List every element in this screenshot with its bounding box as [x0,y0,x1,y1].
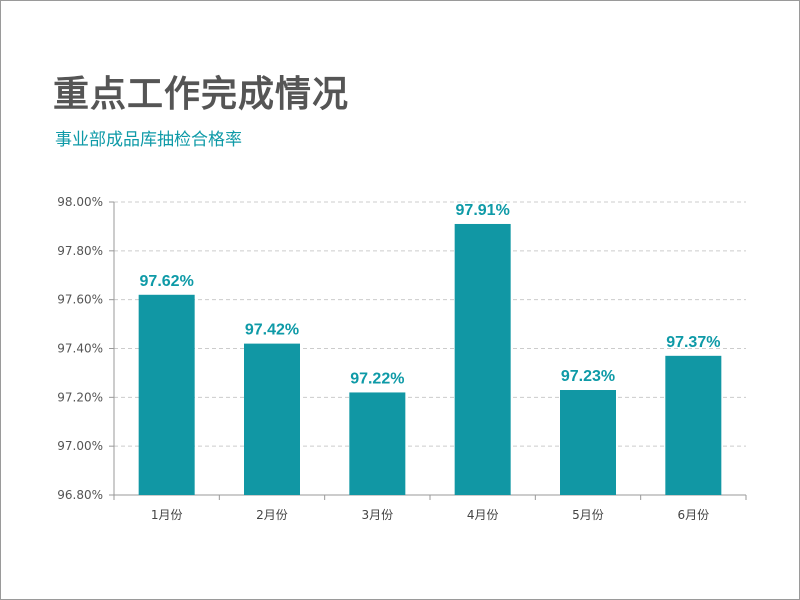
bars [138,223,722,495]
page-title: 重点工作完成情况 [53,74,350,115]
data-label-1: 97.62% [140,273,194,290]
bar-4 [454,223,511,495]
y-tick-label: 97.60% [57,293,103,307]
axes [109,201,747,500]
y-tick-label: 96.80% [57,488,103,502]
bar-2 [244,343,300,495]
y-tick-label: 97.20% [57,390,103,404]
grid-lines [114,201,746,447]
data-label-6: 97.37% [666,334,720,351]
y-tick-label: 97.00% [57,439,103,453]
category-label-6: 6月份 [678,508,710,522]
page-subtitle: 事业部成品库抽检合格率 [55,130,242,150]
category-label-4: 4月份 [467,508,499,522]
data-label-2: 97.42% [245,322,299,339]
y-tick-label: 97.80% [57,244,103,258]
x-axis-category-labels: 1月份 2月份 3月份 4月份 5月份 6月份 [151,508,709,522]
bar-5 [560,390,616,495]
data-labels: 97.62% 97.42% 97.22% 97.91% 97.23% 97.37% [140,202,721,387]
category-label-1: 1月份 [151,508,183,522]
data-label-3: 97.22% [350,370,404,387]
data-label-4: 97.91% [456,202,510,219]
bar-1 [138,294,195,495]
y-tick-label: 97.40% [57,342,103,356]
y-tick-label: 98.00% [57,195,103,209]
bar-6 [665,355,722,495]
category-label-3: 3月份 [362,508,394,522]
y-axis-tick-labels: 96.80% 97.00% 97.20% 97.40% 97.60% 97.80% 98.0… [57,195,103,502]
category-label-2: 2月份 [256,508,288,522]
data-label-5: 97.23% [561,368,615,385]
bar-3 [349,392,406,495]
category-label-5: 5月份 [572,508,604,522]
